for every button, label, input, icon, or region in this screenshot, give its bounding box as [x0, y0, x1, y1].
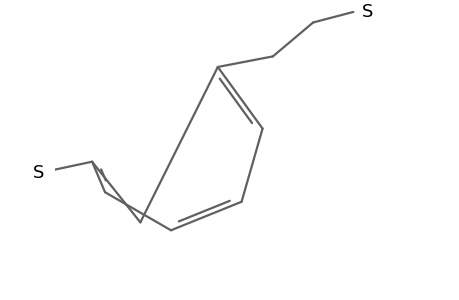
- Text: S: S: [33, 164, 44, 182]
- Text: S: S: [361, 3, 372, 21]
